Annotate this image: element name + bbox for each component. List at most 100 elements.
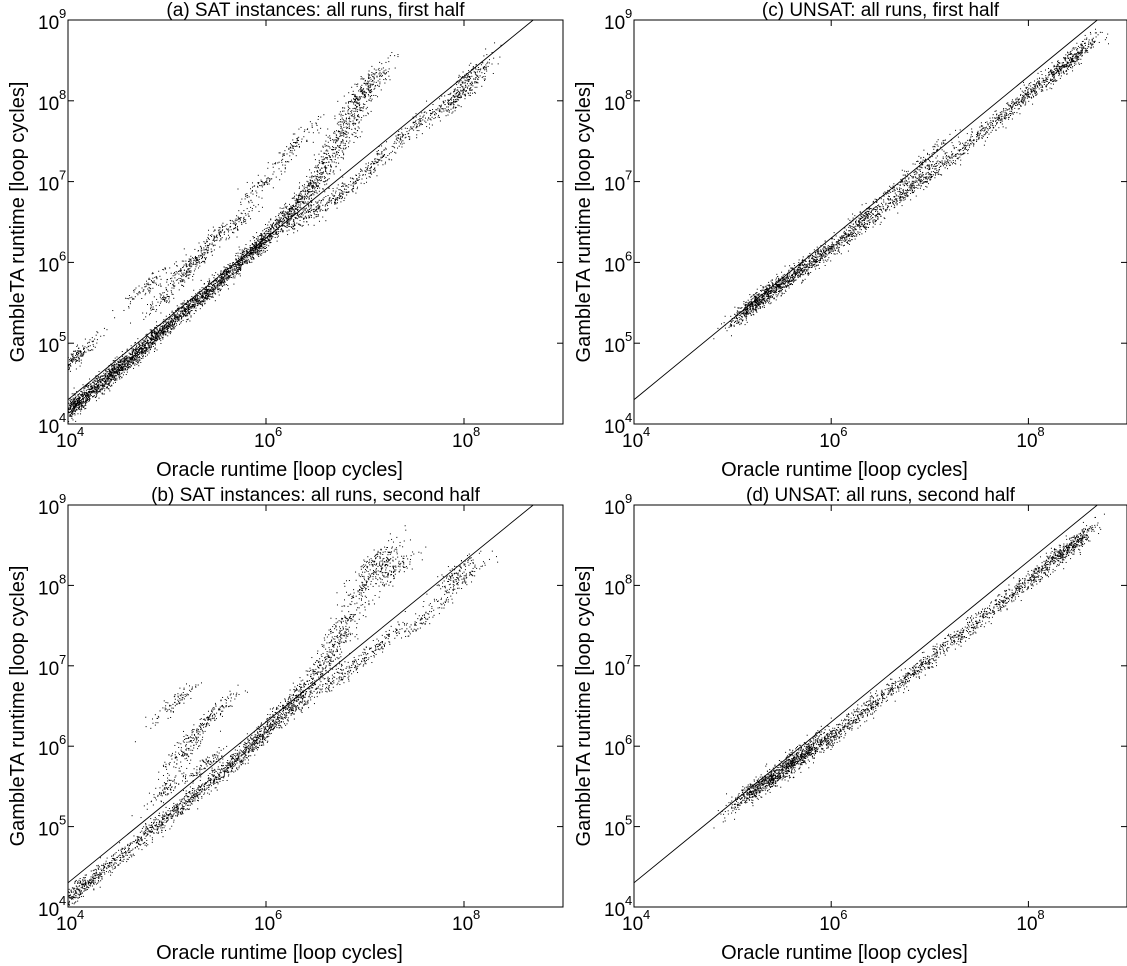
data-point-density <box>288 225 290 227</box>
data-point <box>381 156 384 158</box>
data-point-density <box>416 124 418 126</box>
data-point-density <box>379 70 381 72</box>
data-point-density <box>385 61 387 63</box>
data-point-density <box>339 130 341 132</box>
data-point-density <box>316 185 318 187</box>
data-point-density <box>112 368 114 370</box>
data-point-density <box>193 301 195 303</box>
data-point-density <box>322 199 324 201</box>
data-point-density <box>278 231 280 233</box>
data-point-density <box>426 100 428 102</box>
data-point-density <box>408 130 410 132</box>
data-point-density <box>212 281 214 283</box>
data-point-density <box>320 177 322 179</box>
data-point-density <box>293 197 295 199</box>
data-point-density <box>284 225 286 227</box>
data-point-density <box>309 188 311 190</box>
data-point-density <box>98 377 100 379</box>
data-point-density <box>172 319 174 321</box>
data-point-density <box>219 288 221 290</box>
data-point-density <box>342 157 344 159</box>
data-point-density <box>188 305 190 307</box>
data-point-density <box>97 388 99 390</box>
data-point-density <box>78 361 80 363</box>
data-point-density <box>313 182 315 184</box>
data-point-density <box>126 359 128 361</box>
data-point-density <box>323 159 325 161</box>
data-point-density <box>355 182 357 184</box>
data-point-density <box>194 305 196 307</box>
data-point-density <box>85 404 87 406</box>
data-point-density <box>108 388 110 390</box>
data-point-density <box>101 389 103 391</box>
data-point-density <box>362 107 364 109</box>
data-point-density <box>126 348 128 350</box>
data-point-density <box>416 134 418 136</box>
data-point-density <box>68 409 70 411</box>
data-point-density <box>384 147 386 149</box>
data-point-density <box>160 330 162 332</box>
data-point-density <box>297 209 299 211</box>
data-point-density <box>102 375 104 377</box>
data-point-density <box>394 141 396 143</box>
data-point-density <box>447 106 449 108</box>
data-point-density <box>447 103 449 105</box>
data-point-density <box>119 369 121 371</box>
data-point-density <box>356 85 358 87</box>
data-point <box>334 148 336 151</box>
data-point-density <box>306 221 308 223</box>
data-point-density <box>83 353 85 355</box>
data-point-density <box>347 124 349 126</box>
data-point-density <box>270 242 272 244</box>
data-point-density <box>188 311 190 313</box>
data-point-density <box>239 273 241 275</box>
data-point-density <box>93 340 95 342</box>
data-point-density <box>337 197 339 199</box>
data-point-density <box>300 203 302 205</box>
data-point-density <box>105 380 107 382</box>
data-point-density <box>122 369 124 371</box>
data-point-density <box>365 83 367 85</box>
data-point-density <box>344 144 346 146</box>
data-point-density <box>136 360 138 362</box>
data-point-density <box>366 168 368 170</box>
data-point-density <box>72 354 74 356</box>
data-point-density <box>310 172 312 174</box>
data-point-density <box>88 341 90 343</box>
data-point-density <box>138 349 140 351</box>
data-point-density <box>156 339 158 341</box>
data-point-density <box>118 361 120 363</box>
data-point-density <box>174 325 176 327</box>
data-point-density <box>124 362 126 364</box>
data-point-density <box>370 85 372 87</box>
data-point-density <box>299 192 301 194</box>
data-point-density <box>369 168 371 170</box>
data-point-density <box>300 212 302 214</box>
data-point-density <box>340 125 342 127</box>
data-point-density <box>360 110 362 112</box>
data-point-density <box>130 365 132 367</box>
data-point-density <box>80 401 82 403</box>
data-point-density <box>64 372 65 373</box>
data-point-density <box>194 298 196 300</box>
data-point-density <box>324 145 326 147</box>
data-point-density <box>311 175 313 177</box>
data-point-density <box>230 269 232 271</box>
data-point-density <box>142 342 144 344</box>
data-point-density <box>89 345 91 347</box>
data-point-density <box>306 195 308 197</box>
data-point-density <box>82 393 84 395</box>
data-point-density <box>302 217 304 219</box>
data-point-density <box>85 402 87 404</box>
data-point-density <box>315 184 317 186</box>
data-point-density <box>364 170 366 172</box>
data-point-density <box>68 421 70 423</box>
data-point-density <box>174 315 176 317</box>
data-point-density <box>129 360 131 362</box>
data-point-density <box>368 89 370 91</box>
data-point-density <box>333 196 335 198</box>
data-point-density <box>318 177 320 179</box>
data-point-density <box>328 161 330 163</box>
data-point-density <box>326 202 328 204</box>
data-point-density <box>318 208 320 210</box>
